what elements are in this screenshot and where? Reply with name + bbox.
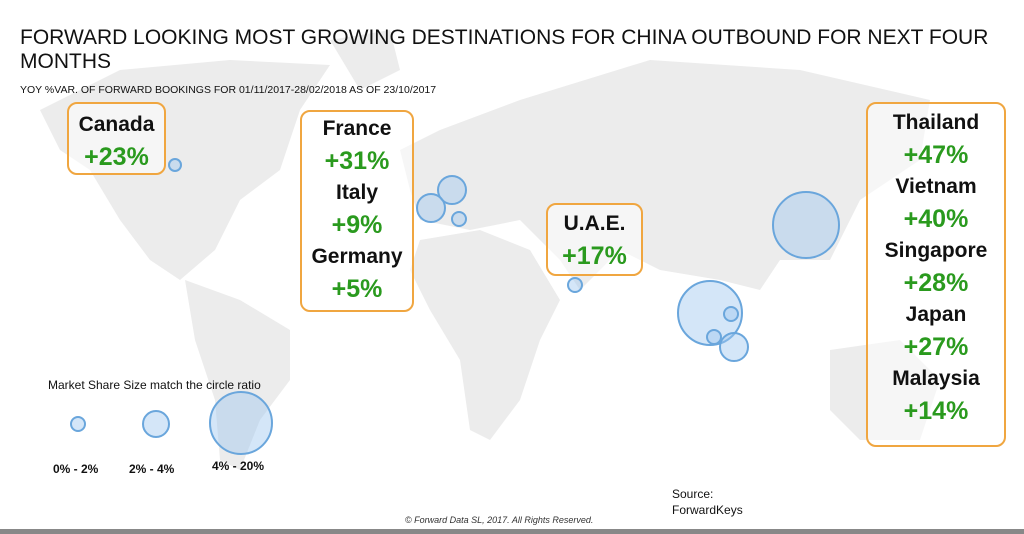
- country-name: France: [322, 117, 392, 140]
- circle-france: [416, 193, 446, 223]
- source-name: ForwardKeys: [672, 503, 743, 517]
- country-name: Vietnam: [895, 175, 977, 198]
- circle-japan: [772, 191, 840, 259]
- country-name: Germany: [311, 245, 403, 268]
- growth-value: +27%: [903, 333, 969, 361]
- growth-value: +23%: [84, 143, 149, 171]
- circle-italy: [451, 211, 467, 227]
- bottom-bar: [0, 529, 1024, 534]
- legend-label-medium: 2% - 4%: [129, 462, 175, 476]
- copyright: © Forward Data SL, 2017. All Rights Rese…: [405, 515, 594, 525]
- source: Source: ForwardKeys: [672, 486, 743, 518]
- growth-value: +14%: [903, 397, 969, 425]
- growth-value: +40%: [903, 205, 969, 233]
- country-name: Thailand: [892, 111, 980, 134]
- market-share-circles: [70, 158, 840, 455]
- page-title: FORWARD LOOKING MOST GROWING DESTINATION…: [20, 26, 989, 73]
- legend-circle-medium: [142, 410, 170, 438]
- growth-value: +5%: [331, 275, 383, 303]
- circle-canada: [168, 158, 182, 172]
- legend-label-large: 4% - 20%: [212, 459, 265, 473]
- country-name: Italy: [335, 181, 379, 204]
- subtitle: YOY %VAR. OF FORWARD BOOKINGS FOR 01/11/…: [20, 84, 437, 96]
- country-name: Japan: [905, 303, 967, 326]
- circle-vietnam: [723, 306, 739, 322]
- canada-box: Canada +23%: [67, 102, 166, 175]
- circle-singapore: [706, 329, 722, 345]
- circle-germany: [437, 175, 467, 205]
- country-name: Canada: [78, 113, 155, 136]
- legend-circle-large: [209, 391, 273, 455]
- country-name: U.A.E.: [563, 212, 626, 235]
- source-label: Source:: [672, 487, 714, 501]
- circle-malaysia: [719, 332, 749, 362]
- growth-value: +28%: [903, 269, 969, 297]
- europe-box: France +31% Italy +9% Germany +5%: [300, 110, 414, 312]
- legend-label-small: 0% - 2%: [53, 462, 99, 476]
- growth-value: +17%: [562, 242, 627, 270]
- growth-value: +9%: [331, 211, 383, 239]
- growth-value: +31%: [324, 147, 390, 175]
- legend-description: Market Share Size match the circle ratio: [48, 378, 261, 392]
- country-name: Malaysia: [892, 367, 980, 390]
- circle-thailand: [677, 280, 743, 346]
- circle-uae: [567, 277, 583, 293]
- asia-box: Thailand +47% Vietnam +40% Singapore +28…: [866, 102, 1006, 447]
- legend-circle-small: [70, 416, 86, 432]
- continents: [40, 30, 940, 470]
- country-name: Singapore: [884, 239, 988, 262]
- uae-box: U.A.E. +17%: [546, 203, 643, 276]
- growth-value: +47%: [903, 141, 969, 169]
